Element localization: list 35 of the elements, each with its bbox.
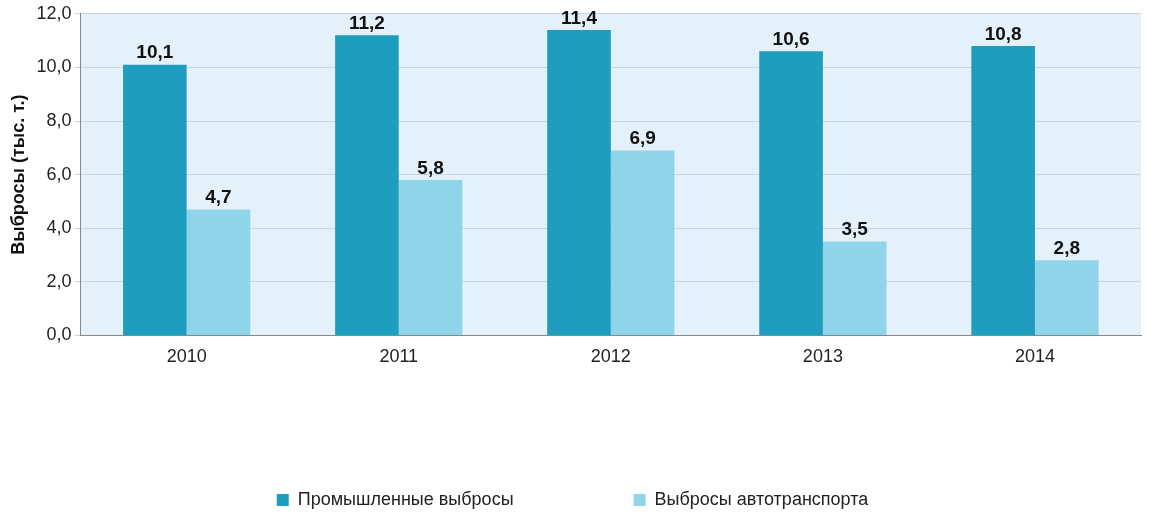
bar	[123, 64, 187, 335]
data-label: 10,1	[136, 41, 174, 63]
data-label: 4,7	[205, 186, 232, 208]
bar	[822, 241, 887, 335]
data-label: 11,2	[348, 11, 385, 33]
legend-label: Промышленные выбросы	[297, 488, 514, 509]
bar	[1034, 260, 1099, 335]
data-label: 10,6	[772, 28, 810, 50]
legend-label: Выбросы автотранспорта	[654, 488, 870, 509]
bar	[610, 150, 675, 335]
data-label: 2,8	[1053, 237, 1080, 259]
data-label: 5,8	[417, 156, 444, 178]
bar	[186, 209, 251, 335]
x-tick-label: 2013	[802, 346, 843, 367]
bar	[398, 179, 463, 335]
bar	[759, 51, 823, 335]
bar	[335, 35, 399, 335]
y-tick-label: 10,0	[36, 56, 72, 77]
x-tick-label: 2010	[166, 346, 207, 367]
y-tick-label: 2,0	[46, 270, 72, 291]
y-tick-label: 12,0	[36, 2, 72, 23]
data-label: 11,4	[561, 6, 598, 28]
bar	[547, 29, 611, 335]
y-tick-label: 0,0	[46, 324, 72, 345]
y-axis-title: Выбросы (тыс. т.)	[7, 94, 28, 255]
data-label: 6,9	[629, 127, 656, 149]
data-label: 3,5	[841, 218, 869, 240]
x-tick-label: 2011	[379, 346, 419, 367]
y-tick-label: 8,0	[46, 109, 72, 130]
bar	[971, 45, 1035, 335]
x-tick-label: 2014	[1014, 346, 1055, 367]
y-tick-label: 4,0	[46, 217, 72, 238]
y-tick-label: 6,0	[46, 163, 72, 184]
data-label: 10,8	[984, 22, 1022, 44]
x-tick-label: 2012	[590, 346, 631, 367]
